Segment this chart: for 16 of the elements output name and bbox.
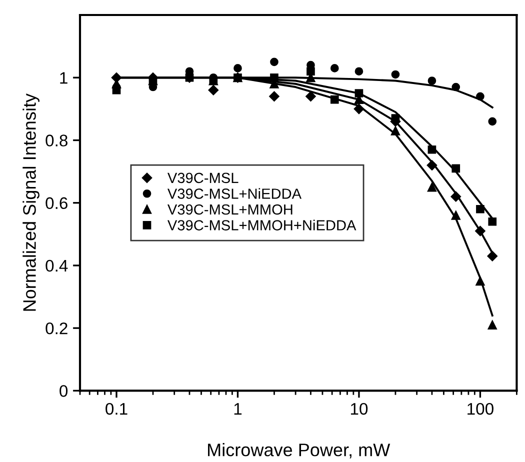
x-tick-label: 0.1 [106, 402, 128, 415]
legend-label: V39C-MSL+NiEDDA [167, 188, 302, 199]
x-tick-label: 100 [468, 402, 494, 415]
y-tick-label: 0.4 [46, 260, 68, 272]
x-tick-label: 1 [234, 403, 242, 415]
y-tick-label: 0.2 [46, 322, 68, 334]
y-tick-label: 1 [60, 72, 68, 84]
y-tick-label: 0.8 [46, 134, 68, 146]
legend-label: V39C-MSL+MMOH [167, 204, 292, 215]
legend-label: V39C-MSL [167, 172, 238, 184]
y-tick-label: 0.6 [46, 197, 68, 210]
x-tick-label: 10 [350, 402, 368, 415]
y-axis-title: Normalized Signal Intensity [22, 93, 40, 311]
legend-label: V39C-MSL+MMOH+NiEDDA [167, 220, 356, 230]
x-axis-title: Microwave Power, mW [208, 443, 390, 458]
y-tick-label: 0 [60, 385, 68, 397]
